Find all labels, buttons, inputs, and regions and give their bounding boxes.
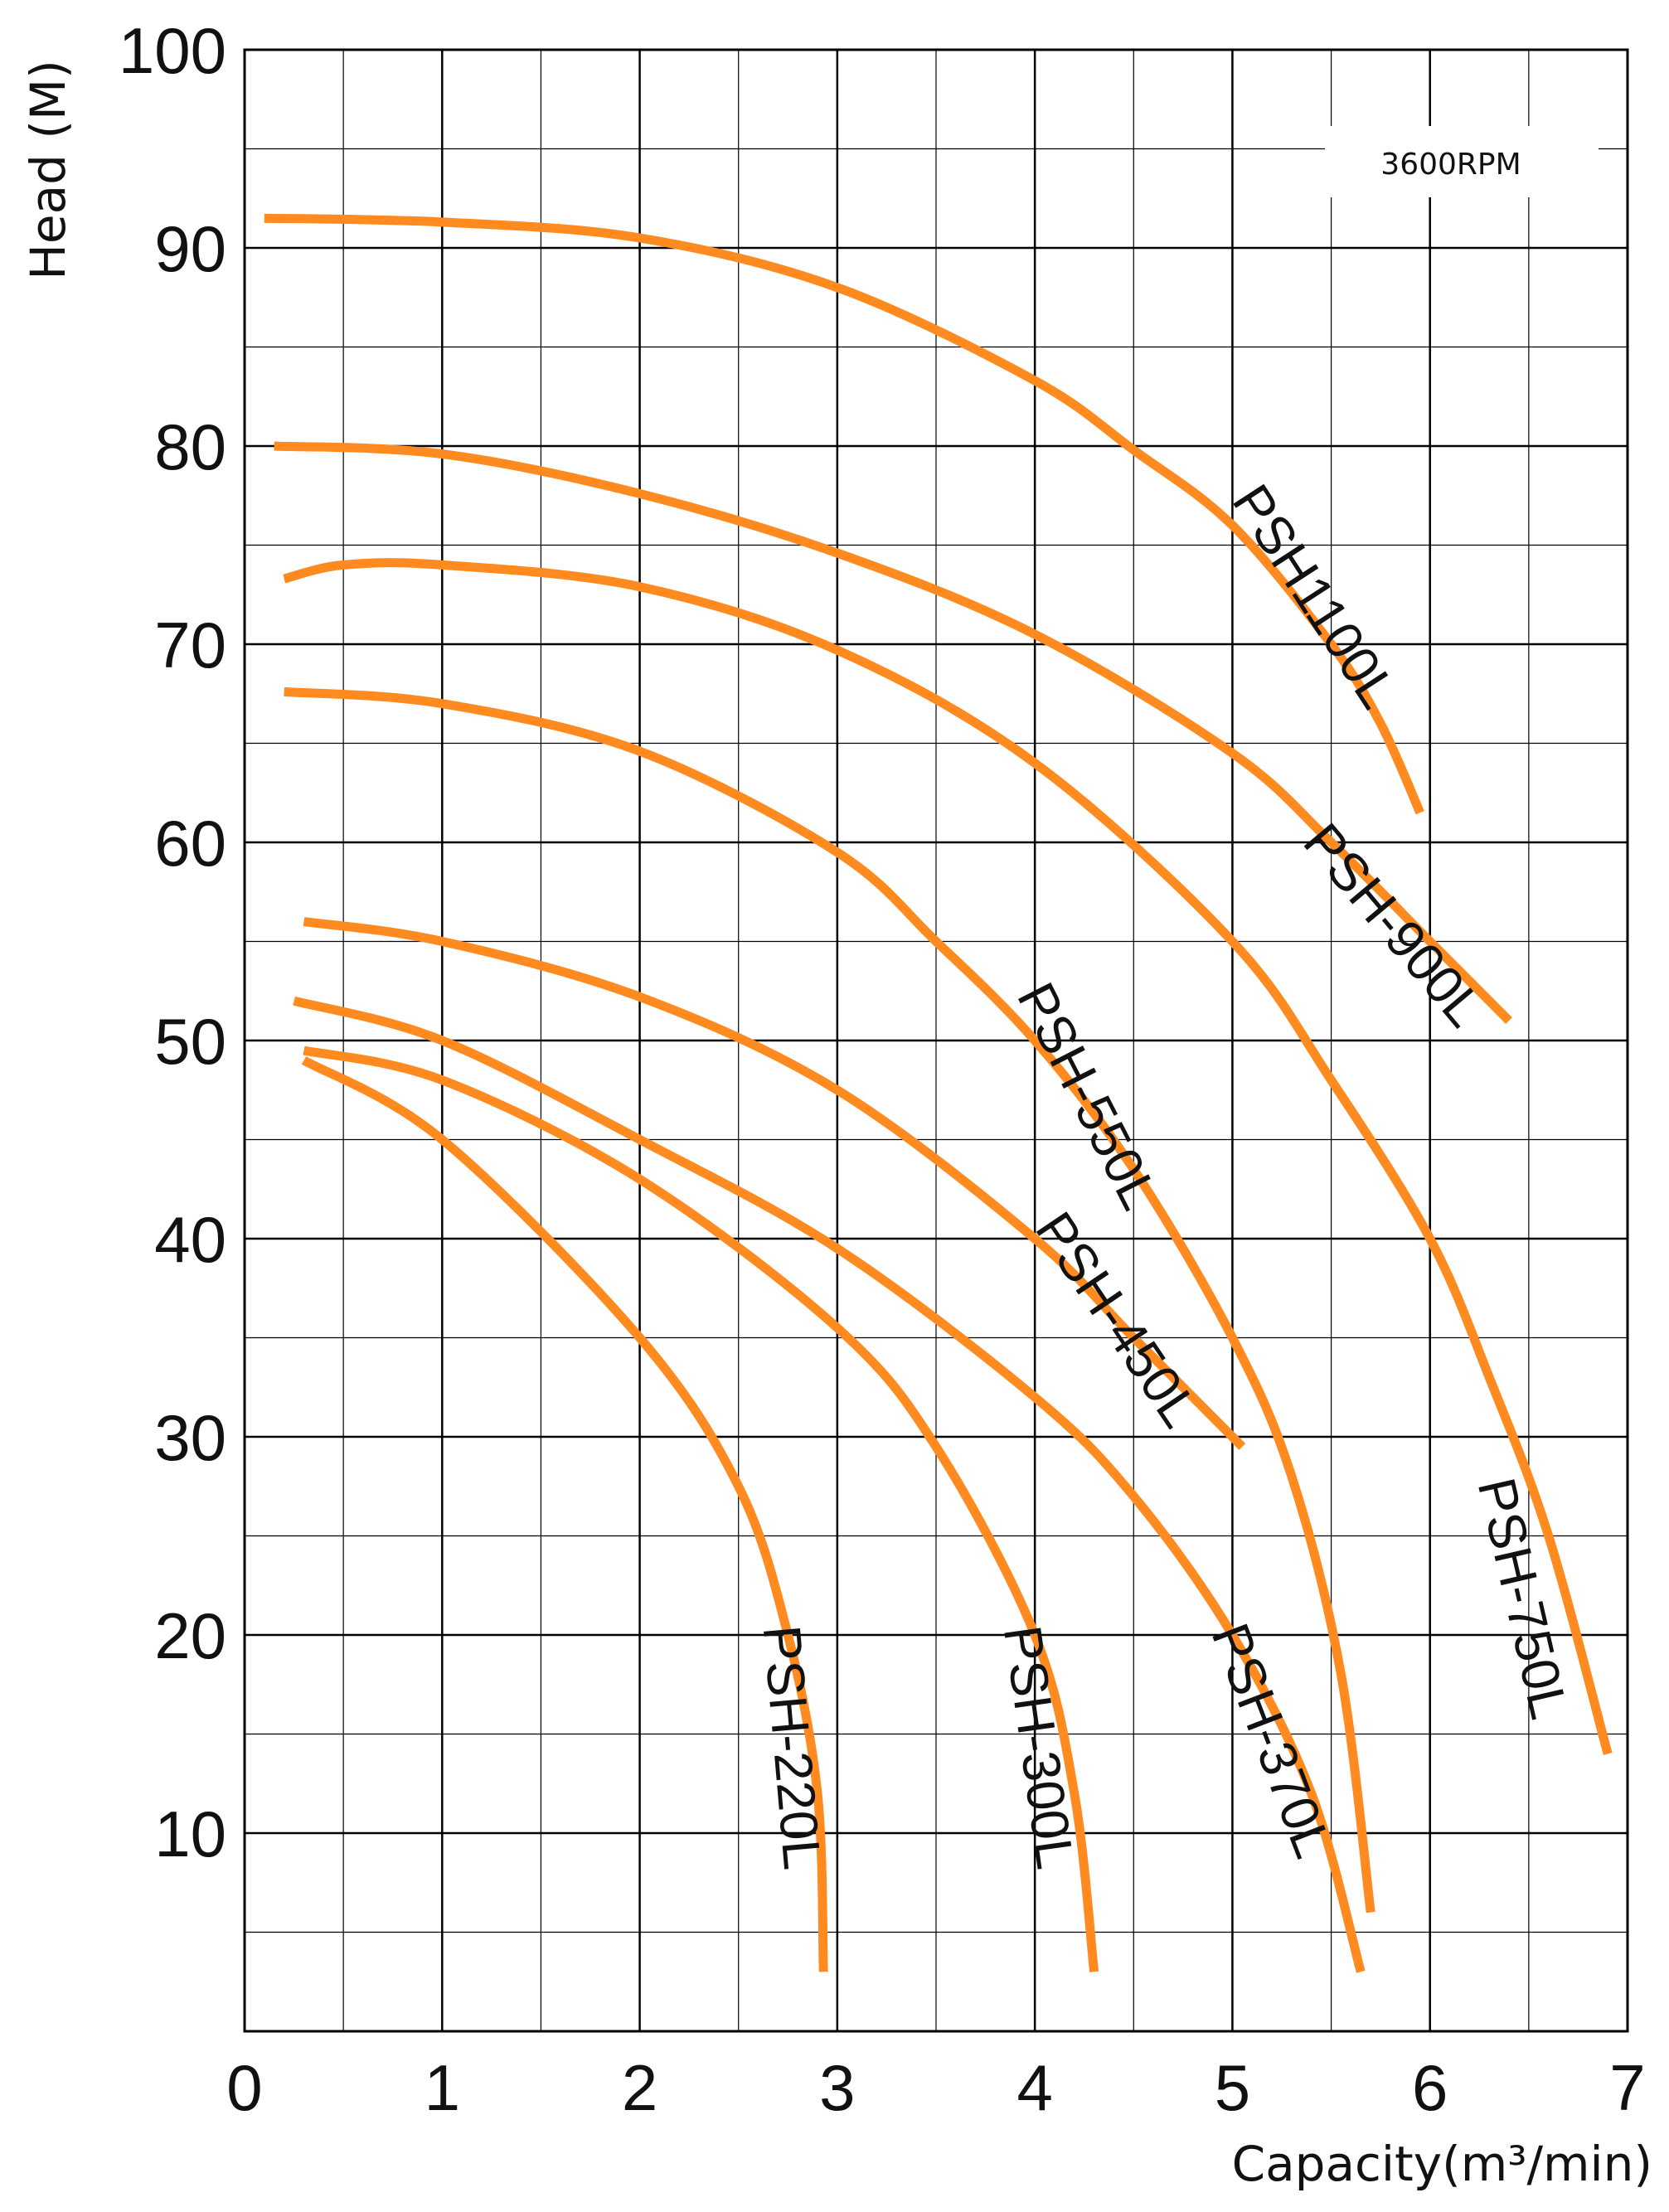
y-tick-label: 70 bbox=[154, 609, 226, 682]
series-layer bbox=[264, 213, 1613, 1973]
y-tick-label: 30 bbox=[154, 1401, 226, 1474]
series-line-psh-750l bbox=[283, 558, 1613, 1755]
y-tick-label: 50 bbox=[154, 1005, 226, 1078]
series-line-psh-900l bbox=[274, 441, 1512, 1024]
x-tick-label: 7 bbox=[1609, 2051, 1645, 2124]
y-tick-label: 80 bbox=[154, 410, 226, 483]
series-line-psh-550l bbox=[284, 686, 1375, 1914]
series-line-psh-370l bbox=[293, 996, 1366, 1973]
y-tick-labels: 10 20 30 40 50 60 70 80 90 100 bbox=[119, 14, 226, 1870]
y-tick-label: 60 bbox=[154, 807, 226, 880]
y-axis-title: Head (M) bbox=[20, 60, 76, 279]
x-tick-labels: 0 1 2 3 4 5 6 7 bbox=[226, 2051, 1645, 2124]
y-tick-label: 20 bbox=[154, 1599, 226, 1672]
x-tick-label: 6 bbox=[1412, 2051, 1448, 2124]
series-line-psh-300l bbox=[303, 1045, 1099, 1972]
y-tick-label: 10 bbox=[154, 1797, 226, 1870]
x-axis-title: Capacity(m³/min) bbox=[1232, 2136, 1652, 2192]
x-tick-label: 2 bbox=[622, 2051, 657, 2124]
y-tick-label: 40 bbox=[154, 1203, 226, 1276]
x-tick-label: 1 bbox=[425, 2051, 460, 2124]
x-tick-label: 4 bbox=[1016, 2051, 1052, 2124]
x-tick-label: 5 bbox=[1215, 2051, 1250, 2124]
series-line-psh-450l bbox=[303, 917, 1246, 1450]
x-tick-label: 0 bbox=[226, 2051, 262, 2124]
plot-frame bbox=[243, 48, 1629, 2033]
rpm-annotation-box bbox=[1325, 126, 1599, 197]
y-tick-label: 90 bbox=[154, 212, 226, 285]
series-line-psh-220l bbox=[301, 1056, 828, 1972]
x-tick-label: 3 bbox=[819, 2051, 855, 2124]
series-line-psh1100l bbox=[264, 213, 1424, 815]
y-tick-label: 100 bbox=[119, 14, 226, 87]
rpm-annotation: 3600RPM bbox=[1380, 148, 1521, 182]
